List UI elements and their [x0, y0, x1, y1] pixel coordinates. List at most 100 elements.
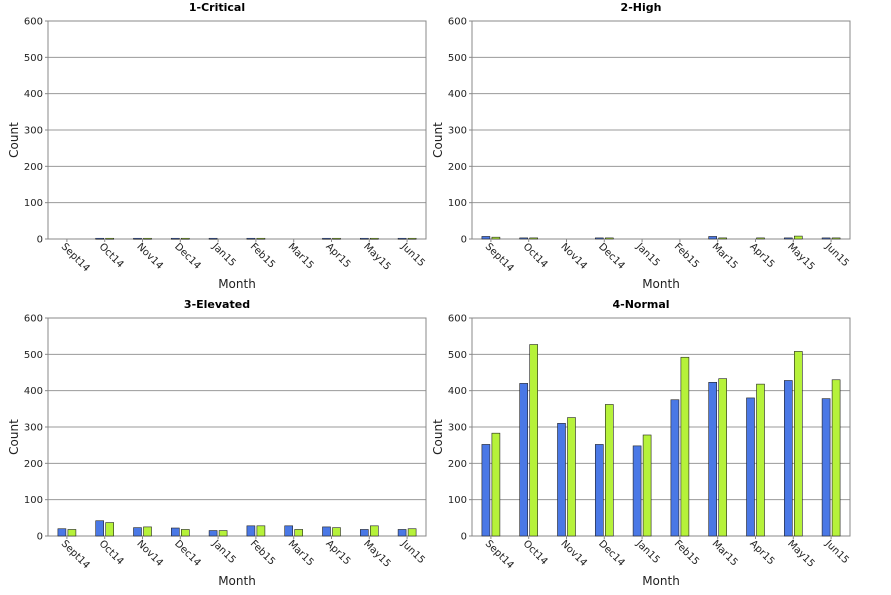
bar-series2-jan15	[218, 530, 228, 537]
bar-series2-may15	[369, 237, 379, 240]
bar-series1-may15	[359, 529, 369, 537]
y-tick-label: 0	[461, 532, 467, 543]
y-tick-label: 200	[448, 162, 467, 173]
bar-series1-may15	[359, 237, 369, 240]
bar-series1-apr15	[322, 526, 331, 537]
bar-series1-oct14	[519, 383, 529, 537]
y-tick-label: 100	[24, 198, 43, 209]
x-tick-label: Sept14	[59, 241, 92, 274]
x-tick-label: Mar15	[286, 538, 316, 568]
x-axis-label: Month	[642, 277, 680, 291]
x-tick-label: Jan15	[209, 241, 237, 269]
x-axis-label: Month	[218, 574, 256, 588]
x-axis-label: Month	[642, 574, 680, 588]
bar-series1-dec14	[594, 444, 604, 537]
bar-series1-feb15	[246, 525, 256, 537]
y-tick-label: 200	[24, 162, 43, 173]
bar-series2-dec14	[604, 404, 614, 537]
y-tick-label: 600	[448, 17, 467, 28]
y-tick-label: 200	[448, 459, 467, 470]
y-tick-label: 500	[24, 350, 43, 361]
bar-series2-nov14	[143, 237, 152, 240]
y-tick-label: 300	[24, 126, 43, 137]
x-tick-label: Apr15	[747, 241, 776, 270]
bar-series2-feb15	[680, 356, 690, 537]
bar-series2-may15	[793, 351, 803, 537]
bar-series2-mar15	[294, 529, 304, 537]
chart-title: 1-Critical	[189, 1, 245, 14]
y-tick-label: 100	[24, 495, 43, 506]
x-tick-label: Apr15	[323, 241, 352, 270]
y-axis-label: Count	[431, 419, 445, 455]
bar-series1-jun15	[397, 237, 407, 240]
bar-series1-feb15	[246, 237, 256, 240]
x-tick-label: Dec14	[172, 538, 202, 568]
bar-series2-jun15	[831, 237, 841, 240]
y-tick-label: 300	[448, 126, 467, 137]
bar-series2-sept14	[491, 236, 501, 240]
y-tick-label: 0	[37, 235, 43, 246]
x-tick-label: Jun15	[822, 538, 851, 567]
bar-series2-jan15	[642, 434, 652, 537]
bar-series2-apr15	[756, 237, 765, 240]
bar-series1-jun15	[397, 529, 407, 537]
x-tick-label: Mar15	[710, 538, 740, 568]
x-tick-label: Mar15	[710, 241, 740, 271]
x-tick-label: Jun15	[398, 538, 427, 567]
y-axis-label: Count	[431, 122, 445, 158]
bar-series1-may15	[783, 237, 793, 240]
x-tick-label: Jan15	[633, 241, 661, 269]
y-tick-label: 400	[448, 89, 467, 100]
x-tick-label: Apr15	[323, 538, 352, 567]
bar-series2-nov14	[143, 526, 152, 537]
y-tick-label: 200	[24, 459, 43, 470]
bar-series2-apr15	[332, 527, 341, 537]
bar-series1-oct14	[519, 237, 529, 240]
x-tick-label: Apr15	[747, 538, 776, 567]
y-tick-label: 600	[24, 17, 43, 28]
x-tick-label: Feb15	[672, 538, 701, 567]
y-tick-label: 0	[461, 235, 467, 246]
bar-series1-jun15	[821, 237, 831, 240]
chart-title: 3-Elevated	[184, 298, 250, 311]
bar-series2-feb15	[256, 525, 266, 537]
x-tick-label: Jun15	[398, 241, 427, 270]
bar-series2-oct14	[529, 237, 539, 240]
bar-series2-oct14	[529, 344, 539, 537]
plot-frame	[47, 20, 427, 240]
plot-frame	[47, 317, 427, 537]
bar-series1-sept14	[57, 528, 67, 537]
x-tick-label: Jan15	[633, 538, 661, 566]
bar-series1-apr15	[322, 237, 331, 240]
x-tick-label: Sept14	[483, 538, 516, 571]
x-tick-label: Jun15	[822, 241, 851, 270]
x-tick-label: Dec14	[596, 241, 626, 271]
x-tick-label: Mar15	[286, 241, 316, 271]
bar-series1-jun15	[821, 398, 831, 537]
x-tick-label: Oct14	[97, 241, 126, 270]
plot-frame	[471, 317, 851, 537]
y-tick-label: 400	[448, 386, 467, 397]
y-axis-label: Count	[7, 419, 21, 455]
y-tick-label: 600	[24, 314, 43, 325]
x-tick-label: Sept14	[483, 241, 516, 274]
bar-series1-oct14	[95, 237, 104, 240]
x-tick-label: Nov14	[134, 241, 165, 272]
x-tick-label: Oct14	[521, 241, 550, 270]
bar-series2-mar15	[718, 237, 728, 240]
x-tick-label: May15	[361, 241, 392, 272]
x-tick-label: Feb15	[248, 538, 277, 567]
chart-panel-3: 3-Elevated 0 100 200 300 400 500 600 Sept14 Oct14…	[7, 298, 427, 588]
bar-series2-apr15	[332, 237, 341, 240]
x-tick-label: Feb15	[672, 241, 701, 270]
bar-series2-dec14	[604, 237, 614, 240]
y-tick-label: 100	[448, 198, 467, 209]
x-tick-label: Dec14	[596, 538, 626, 568]
bar-series1-mar15	[708, 236, 718, 240]
bar-series1-nov14	[133, 237, 142, 240]
bar-series1-dec14	[594, 237, 604, 240]
bar-series1-dec14	[171, 527, 180, 537]
x-tick-label: Nov14	[558, 241, 589, 272]
y-tick-label: 400	[24, 89, 43, 100]
